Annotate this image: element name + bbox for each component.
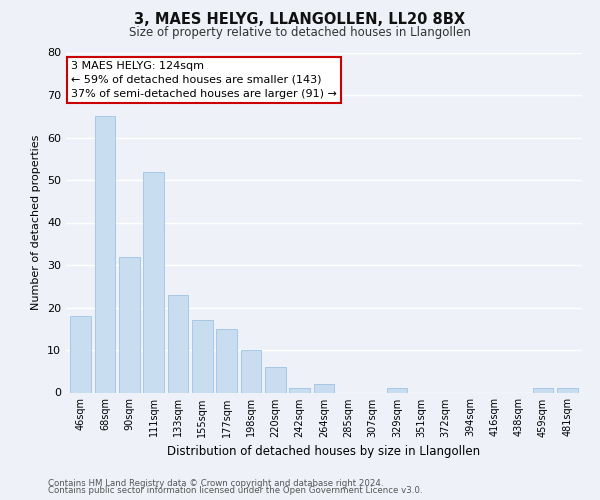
Bar: [143, 172, 164, 392]
Text: Contains HM Land Registry data © Crown copyright and database right 2024.: Contains HM Land Registry data © Crown c…: [48, 478, 383, 488]
Bar: [533, 388, 553, 392]
Bar: [241, 350, 262, 393]
Bar: [119, 256, 140, 392]
Bar: [314, 384, 334, 392]
Text: Size of property relative to detached houses in Llangollen: Size of property relative to detached ho…: [129, 26, 471, 39]
Bar: [192, 320, 212, 392]
Text: 3, MAES HELYG, LLANGOLLEN, LL20 8BX: 3, MAES HELYG, LLANGOLLEN, LL20 8BX: [134, 12, 466, 28]
Bar: [265, 367, 286, 392]
X-axis label: Distribution of detached houses by size in Llangollen: Distribution of detached houses by size …: [167, 445, 481, 458]
Text: Contains public sector information licensed under the Open Government Licence v3: Contains public sector information licen…: [48, 486, 422, 495]
Bar: [70, 316, 91, 392]
Bar: [289, 388, 310, 392]
Y-axis label: Number of detached properties: Number of detached properties: [31, 135, 41, 310]
Bar: [386, 388, 407, 392]
Bar: [216, 329, 237, 392]
Bar: [95, 116, 115, 392]
Text: 3 MAES HELYG: 124sqm
← 59% of detached houses are smaller (143)
37% of semi-deta: 3 MAES HELYG: 124sqm ← 59% of detached h…: [71, 61, 337, 99]
Bar: [167, 294, 188, 392]
Bar: [557, 388, 578, 392]
